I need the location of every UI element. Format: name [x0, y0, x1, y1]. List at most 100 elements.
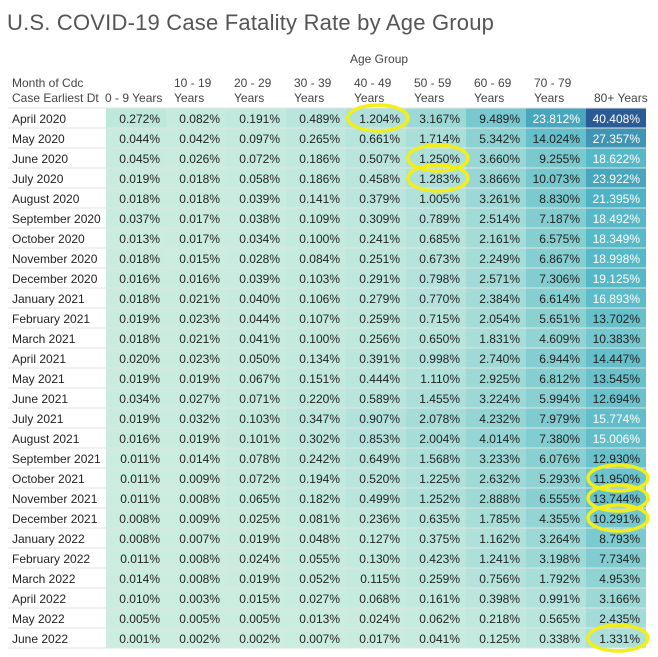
table-cell: [406, 628, 466, 648]
table-cell: [346, 188, 406, 208]
cell-value: 0.016%: [179, 272, 220, 286]
table-cell: [526, 208, 586, 228]
cell-value: 0.025%: [239, 512, 280, 526]
table-cell: [406, 388, 466, 408]
cell-value: 0.520%: [359, 472, 400, 486]
cell-value: 0.391%: [359, 352, 400, 366]
table-cell: [406, 308, 466, 328]
cell-value: 0.103%: [299, 272, 340, 286]
row-label: March 2021: [12, 332, 76, 346]
table-cell: [166, 268, 226, 288]
table-cell: [406, 128, 466, 148]
cell-value: 0.026%: [179, 152, 220, 166]
table-cell: [346, 328, 406, 348]
table-cell: [286, 168, 346, 188]
cell-value: 0.011%: [120, 552, 160, 566]
cell-value: 0.082%: [179, 112, 220, 126]
cell-value: 0.052%: [299, 572, 340, 586]
table-cell: [406, 188, 466, 208]
cell-value: 0.650%: [419, 332, 460, 346]
cell-value: 0.037%: [119, 212, 160, 226]
table-cell: [286, 208, 346, 228]
table-cell: [406, 508, 466, 528]
cell-value: 6.944%: [539, 352, 580, 366]
cell-value: 0.015%: [179, 252, 220, 266]
table-cell: [526, 288, 586, 308]
cell-value: 0.338%: [539, 632, 580, 646]
row-label: April 2022: [12, 592, 66, 606]
cell-value: 0.018%: [119, 332, 160, 346]
row-label: March 2022: [12, 572, 76, 586]
table-cell: [526, 128, 586, 148]
cell-value: 4.953%: [599, 572, 640, 586]
cell-value: 0.010%: [119, 592, 160, 606]
cell-value: 0.191%: [239, 112, 280, 126]
cell-value: 0.007%: [299, 632, 340, 646]
table-cell: [226, 368, 286, 388]
column-header-label: Years: [174, 91, 204, 105]
cell-value: 0.027%: [299, 592, 340, 606]
row-label: June 2022: [12, 632, 68, 646]
cell-value: 0.125%: [479, 632, 520, 646]
cell-value: 0.005%: [239, 612, 280, 626]
cell-value: 0.715%: [419, 312, 460, 326]
table-cell: [406, 608, 466, 628]
table-cell: [166, 388, 226, 408]
cell-value: 0.023%: [179, 312, 220, 326]
table-cell: [226, 608, 286, 628]
cell-value: 0.279%: [359, 292, 400, 306]
table-cell: [166, 148, 226, 168]
table-cell: [526, 568, 586, 588]
table-cell: [286, 428, 346, 448]
table-cell: [106, 188, 166, 208]
cell-value: 0.259%: [419, 572, 460, 586]
table-cell: [346, 408, 406, 428]
table-cell: [586, 428, 646, 448]
cell-value: 0.020%: [119, 352, 160, 366]
table-cell: [166, 328, 226, 348]
highlight-circle: [586, 503, 650, 533]
cell-value: 0.499%: [359, 492, 400, 506]
cell-value: 0.194%: [299, 472, 340, 486]
cell-value: 0.024%: [239, 552, 280, 566]
table-cell: [106, 148, 166, 168]
table-cell: [106, 628, 166, 648]
table-cell: [106, 468, 166, 488]
cell-value: 0.016%: [119, 432, 160, 446]
table-cell: [286, 228, 346, 248]
table-cell: [106, 608, 166, 628]
table-cell: [166, 368, 226, 388]
table-cell: [586, 508, 646, 528]
cell-value: 15.006%: [593, 432, 641, 446]
row-header-label: Month of Cdc: [12, 76, 83, 90]
cell-value: 3.224%: [479, 392, 520, 406]
cell-value: 3.261%: [479, 192, 520, 206]
table-cell: [106, 308, 166, 328]
cell-value: 4.014%: [479, 432, 520, 446]
table-cell: [466, 568, 526, 588]
cell-value: 12.930%: [593, 452, 641, 466]
table-cell: [526, 228, 586, 248]
cell-value: 0.017%: [179, 232, 220, 246]
table-cell: [586, 188, 646, 208]
table-cell: [226, 208, 286, 228]
table-cell: [106, 288, 166, 308]
cell-value: 7.380%: [539, 432, 580, 446]
table-cell: [406, 548, 466, 568]
cell-value: 0.048%: [299, 532, 340, 546]
table-cell: [106, 388, 166, 408]
cell-value: 0.097%: [239, 132, 280, 146]
table-cell: [466, 608, 526, 628]
column-header-label: Years: [474, 91, 504, 105]
cell-value: 3.167%: [419, 112, 460, 126]
table-cell: [166, 348, 226, 368]
cell-value: 1.785%: [479, 512, 520, 526]
table-cell: [226, 568, 286, 588]
table-cell: [466, 328, 526, 348]
cell-value: 0.007%: [179, 532, 220, 546]
cell-value: 0.019%: [119, 412, 160, 426]
highlight-circle: [346, 103, 410, 133]
table-cell: [286, 528, 346, 548]
table-cell: [346, 108, 406, 128]
